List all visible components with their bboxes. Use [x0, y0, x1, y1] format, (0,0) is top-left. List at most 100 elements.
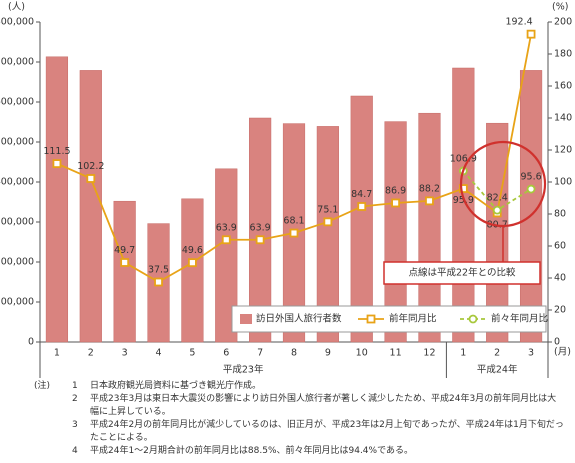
marker	[357, 202, 367, 211]
marker	[526, 184, 536, 194]
legend-box	[231, 305, 547, 333]
bar	[181, 198, 204, 343]
marker	[255, 235, 265, 245]
marker	[52, 159, 62, 169]
note-text: 平成23年3月は東日本大震災の影響により訪日外国人旅行者が著しく減少したため、平…	[90, 394, 557, 417]
data-label: 88.2	[419, 183, 440, 194]
x-tick-label: 12	[423, 348, 435, 359]
bar	[45, 56, 69, 343]
note-text: 平成24年1～2月期合計の前年同月比は88.5%、前々年同月比は94.4%である…	[90, 446, 413, 456]
group-label: 平成24年	[477, 364, 518, 376]
legend-swatch	[240, 314, 252, 324]
x-tick-label: 6	[223, 348, 229, 359]
x-tick-label: 10	[356, 348, 368, 359]
bar	[215, 168, 238, 343]
y2-tick-label: 200	[554, 17, 572, 28]
note-number: 1	[72, 381, 78, 391]
data-label: 192.4	[505, 17, 532, 28]
data-label: 95.6	[520, 172, 541, 183]
bar	[113, 200, 136, 343]
marker	[425, 196, 434, 206]
y2-tick-label: 20	[554, 305, 566, 316]
note-row: 4 平成24年1～2月期合計の前年同月比は88.5%、前々年同月比は94.4%であ…	[34, 445, 564, 458]
spacer	[34, 393, 72, 419]
x-tick-label: 2	[88, 348, 94, 359]
y-tick-label: 100,000	[0, 297, 34, 308]
chart: 0 100,000 200,000 300,000 400,000 500,000 600,…	[0, 2, 572, 378]
bar	[418, 112, 441, 343]
notes-label: (注)	[34, 381, 51, 391]
data-label: 86.9	[385, 185, 406, 196]
bar	[316, 126, 339, 343]
y-unit: (人)	[8, 2, 25, 13]
x-tick-label: 1	[460, 348, 466, 359]
x-tick-label: 7	[257, 348, 263, 359]
marker	[391, 198, 401, 208]
y2-tick-label: 60	[554, 241, 566, 252]
bar	[249, 117, 272, 343]
x-tick-label: 3	[122, 348, 128, 359]
marker	[86, 174, 96, 183]
y2-tick-label: 40	[554, 273, 566, 284]
bar	[384, 121, 407, 343]
x-tick-label: 3	[528, 348, 534, 359]
data-label: 63.9	[250, 222, 271, 233]
y-tick-label: 400,000	[0, 177, 34, 188]
group-label: 平成23年	[223, 364, 264, 376]
y2-unit: (%)	[552, 2, 568, 13]
y2-tick-label: 180	[554, 49, 572, 60]
data-label: 68.1	[283, 216, 304, 227]
y-tick-label: 300,000	[0, 217, 34, 228]
data-label: 84.7	[351, 189, 372, 200]
data-label: 37.5	[148, 265, 169, 276]
y2-tick-label: 100	[554, 177, 572, 188]
notes: (注) 1 日本政府観光局資料に基づき観光庁作成。 2 平成23年3月は東日本大震災の影…	[34, 380, 564, 458]
x-tick-label: 4	[156, 348, 162, 359]
legend-marker	[468, 314, 478, 324]
y2-tick-label: 160	[554, 81, 572, 92]
marker	[458, 184, 468, 193]
note-row: 2 平成23年3月は東日本大震災の影響により訪日外国人旅行者が著しく減少したため、…	[34, 393, 564, 419]
x-tick-label: 2	[494, 348, 500, 359]
y-tick-label: 0	[28, 337, 34, 348]
x-tick-label: 1	[54, 348, 60, 359]
legend-marker	[366, 314, 376, 324]
data-label: 49.7	[114, 245, 135, 256]
x-tick-label: 5	[189, 348, 195, 359]
bar	[79, 70, 102, 343]
marker	[526, 29, 536, 39]
x-tick-label: 8	[291, 348, 297, 359]
marker	[492, 205, 502, 215]
y2-tick-label: 120	[554, 145, 572, 156]
marker	[120, 258, 130, 267]
note-number: 2	[72, 394, 78, 404]
legend-label: 訪日外国人旅行者数	[256, 313, 342, 325]
data-label: 49.6	[182, 245, 203, 256]
legend-label: 前々年同月比	[491, 313, 548, 325]
data-label: 102.2	[77, 161, 104, 172]
y-tick-label: 500,000	[0, 137, 34, 148]
annotation: 点線は平成22年との比較	[409, 267, 516, 279]
y2-tick-label: 0	[554, 337, 560, 348]
note-row: (注) 1 日本政府観光局資料に基づき観光庁作成。	[34, 380, 564, 393]
marker	[221, 235, 231, 245]
spacer	[34, 445, 72, 458]
x-tick-label: 9	[325, 348, 331, 359]
marker	[323, 217, 333, 227]
y-tick-label: 700,000	[0, 57, 34, 68]
data-label: 111.5	[43, 146, 70, 157]
marker	[187, 258, 197, 268]
y2-tick-label: 80	[554, 209, 566, 220]
note-number: 4	[72, 446, 78, 456]
note-text: 日本政府観光局資料に基づき観光庁作成。	[90, 381, 262, 391]
marker	[154, 277, 163, 287]
bar	[350, 95, 373, 343]
y-tick-label: 800,000	[0, 17, 34, 28]
spacer	[34, 419, 72, 445]
note-text: 平成24年2月の前年同月比が減少しているのは、旧正月が、平成23年は2月上旬であ…	[90, 420, 564, 443]
legend-label: 前年同月比	[389, 313, 437, 325]
note-number: 3	[72, 420, 78, 430]
bar	[486, 122, 509, 343]
annotation-box	[383, 261, 541, 285]
